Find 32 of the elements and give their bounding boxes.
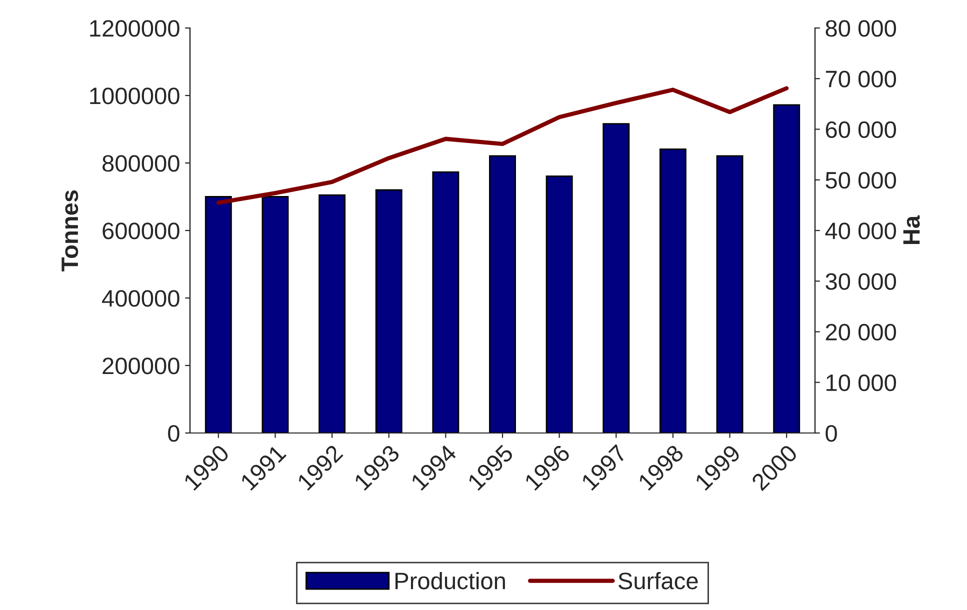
bar bbox=[773, 104, 800, 433]
bar bbox=[659, 148, 686, 433]
bar bbox=[602, 123, 630, 433]
legend-label: Production bbox=[396, 572, 505, 590]
y2-tick-label: 30 000 bbox=[826, 273, 896, 290]
bar bbox=[432, 171, 460, 433]
y-axis-title: Tonnes bbox=[62, 190, 78, 272]
y-tick-label: 200000 bbox=[102, 358, 180, 374]
y-tick-label: 600000 bbox=[102, 222, 180, 240]
line-series bbox=[216, 86, 789, 205]
y-tick-label: 1200000 bbox=[90, 20, 180, 37]
bar bbox=[716, 155, 744, 433]
y-tick-label: 1000000 bbox=[90, 88, 180, 104]
legend-label: Surface bbox=[618, 572, 698, 590]
y-tick-label: 800000 bbox=[102, 155, 180, 172]
bar bbox=[204, 196, 232, 433]
y2-tick-label: 50 000 bbox=[826, 172, 896, 189]
y2-tick-label: 0 bbox=[826, 425, 837, 442]
bar bbox=[489, 155, 516, 433]
y2-tick-label: 80 000 bbox=[826, 20, 896, 37]
y2-axis-title: Ha bbox=[903, 215, 920, 244]
y2-tick-label: 40 000 bbox=[825, 222, 896, 240]
y2-tick-label: 70 000 bbox=[826, 70, 896, 88]
bar bbox=[375, 189, 402, 433]
y2-tick-label: 20 000 bbox=[826, 324, 896, 341]
y-tick-label: 400000 bbox=[102, 290, 180, 307]
bar bbox=[262, 196, 289, 433]
bar bbox=[318, 194, 346, 433]
y2-tick-label: 60 000 bbox=[826, 121, 896, 138]
y-tick-label: 0 bbox=[168, 425, 180, 442]
y2-tick-label: 10 000 bbox=[826, 374, 896, 392]
bar bbox=[546, 175, 573, 433]
